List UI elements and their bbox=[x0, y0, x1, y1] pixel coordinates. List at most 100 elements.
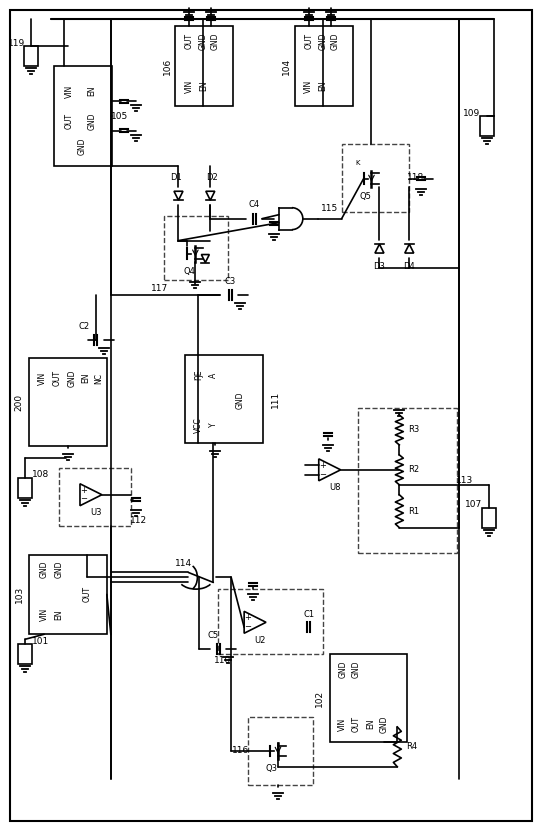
Text: +: + bbox=[80, 486, 87, 494]
Text: 107: 107 bbox=[466, 500, 482, 509]
Text: 108: 108 bbox=[31, 470, 49, 479]
Text: C2: C2 bbox=[79, 322, 89, 331]
Text: 118: 118 bbox=[406, 174, 424, 182]
Text: 116: 116 bbox=[231, 746, 249, 755]
Text: 113: 113 bbox=[456, 476, 474, 484]
Text: U8: U8 bbox=[329, 484, 340, 492]
Text: 103: 103 bbox=[15, 586, 24, 603]
Text: OUT: OUT bbox=[64, 113, 74, 129]
Text: R1: R1 bbox=[408, 507, 419, 516]
Text: GND: GND bbox=[78, 137, 87, 155]
Text: GND: GND bbox=[380, 715, 389, 733]
Text: VCC: VCC bbox=[194, 417, 203, 433]
Text: GND: GND bbox=[352, 661, 361, 678]
Bar bbox=[18, 478, 32, 498]
Text: +: + bbox=[244, 613, 251, 622]
Text: GND: GND bbox=[330, 32, 339, 50]
Text: GND: GND bbox=[55, 561, 63, 578]
Text: EN: EN bbox=[199, 81, 208, 91]
Bar bbox=[59, 468, 131, 526]
Text: R3: R3 bbox=[408, 425, 419, 435]
Text: OUT: OUT bbox=[53, 370, 62, 386]
Bar bbox=[54, 66, 112, 166]
Text: VIN: VIN bbox=[64, 85, 74, 98]
Text: EN: EN bbox=[366, 719, 375, 730]
Text: −: − bbox=[319, 470, 326, 479]
Text: D4: D4 bbox=[403, 262, 415, 271]
Text: +: + bbox=[319, 461, 326, 470]
Text: U2: U2 bbox=[254, 636, 266, 645]
Bar bbox=[164, 216, 228, 280]
Text: 112: 112 bbox=[130, 516, 147, 525]
Bar bbox=[18, 644, 32, 664]
Bar bbox=[341, 144, 409, 212]
Text: 119: 119 bbox=[8, 39, 25, 47]
Text: 101: 101 bbox=[31, 637, 49, 646]
Bar bbox=[480, 116, 494, 136]
Text: EN: EN bbox=[87, 86, 96, 96]
Text: GND: GND bbox=[68, 369, 76, 387]
Bar bbox=[248, 717, 313, 784]
Text: D3: D3 bbox=[373, 262, 385, 271]
Text: A: A bbox=[209, 372, 218, 378]
Text: GND: GND bbox=[87, 112, 96, 130]
Text: Q4: Q4 bbox=[184, 267, 195, 276]
Bar bbox=[185, 355, 263, 443]
Text: EN: EN bbox=[81, 373, 91, 383]
Text: −: − bbox=[80, 494, 87, 504]
Text: C3: C3 bbox=[224, 277, 236, 286]
Text: GND: GND bbox=[236, 391, 244, 409]
Text: K: K bbox=[356, 160, 360, 166]
Text: 114: 114 bbox=[175, 559, 192, 568]
Text: OUT: OUT bbox=[304, 33, 313, 49]
Text: VIN: VIN bbox=[185, 80, 194, 93]
Text: Q5: Q5 bbox=[359, 192, 371, 201]
Text: NC: NC bbox=[94, 372, 104, 384]
Text: 110: 110 bbox=[214, 656, 231, 665]
Text: 200: 200 bbox=[15, 394, 24, 411]
Bar bbox=[29, 358, 107, 446]
Text: Y: Y bbox=[209, 423, 218, 427]
Text: 105: 105 bbox=[111, 111, 128, 120]
Text: 106: 106 bbox=[163, 57, 172, 75]
Text: ŊE: ŊE bbox=[194, 370, 203, 381]
Text: 102: 102 bbox=[315, 690, 324, 706]
Text: GND: GND bbox=[318, 32, 327, 50]
Bar bbox=[295, 27, 353, 106]
Text: R4: R4 bbox=[406, 742, 417, 751]
Bar bbox=[29, 554, 107, 634]
Bar bbox=[218, 589, 322, 654]
Text: C4: C4 bbox=[249, 200, 260, 209]
Text: VIN: VIN bbox=[40, 607, 49, 621]
Text: EN: EN bbox=[55, 609, 63, 620]
Text: VIN: VIN bbox=[338, 717, 347, 730]
Text: −: − bbox=[244, 622, 251, 632]
Text: D2: D2 bbox=[207, 174, 218, 182]
Text: GND: GND bbox=[338, 661, 347, 678]
Bar bbox=[24, 47, 38, 66]
Text: 104: 104 bbox=[282, 57, 292, 75]
Bar bbox=[330, 654, 407, 742]
Text: OUT: OUT bbox=[352, 716, 361, 732]
Text: C1: C1 bbox=[303, 610, 314, 619]
Bar bbox=[176, 27, 233, 106]
Text: 117: 117 bbox=[151, 284, 168, 293]
Text: EN: EN bbox=[318, 81, 327, 91]
Text: 109: 109 bbox=[463, 109, 481, 117]
Text: C5: C5 bbox=[208, 631, 219, 640]
Text: R2: R2 bbox=[408, 465, 419, 475]
Text: 115: 115 bbox=[321, 204, 338, 214]
Text: U3: U3 bbox=[90, 509, 102, 517]
Text: GND: GND bbox=[211, 32, 220, 50]
Text: OUT: OUT bbox=[185, 33, 194, 49]
Text: 111: 111 bbox=[270, 391, 280, 408]
Text: OUT: OUT bbox=[82, 587, 92, 602]
Text: Q3: Q3 bbox=[266, 765, 278, 774]
Bar bbox=[482, 508, 496, 528]
Text: D1: D1 bbox=[171, 174, 182, 182]
Bar bbox=[358, 408, 457, 553]
Text: VIN: VIN bbox=[304, 80, 313, 93]
Text: GND: GND bbox=[40, 561, 49, 578]
Text: VIN: VIN bbox=[38, 371, 47, 385]
Text: GND: GND bbox=[199, 32, 208, 50]
